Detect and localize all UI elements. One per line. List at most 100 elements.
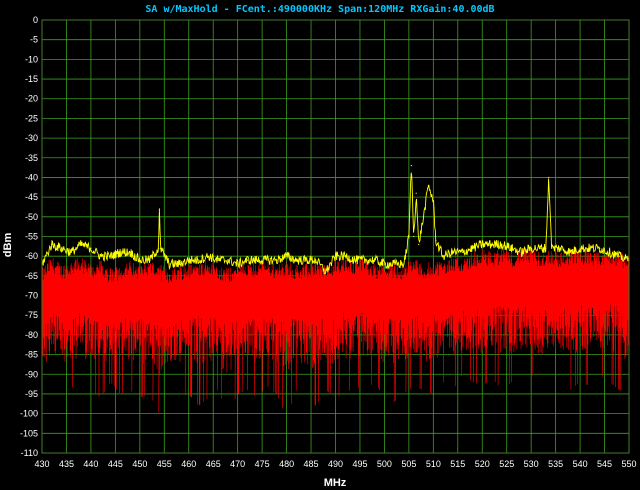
max-hold-point — [413, 235, 415, 238]
max-hold-point — [471, 247, 474, 249]
y-tick-label: -65 — [25, 271, 38, 281]
max-hold-point — [266, 259, 268, 261]
y-tick-label: -40 — [25, 172, 38, 182]
max-hold-point — [374, 259, 376, 261]
max-hold-point — [442, 255, 444, 257]
x-tick-label: 510 — [426, 459, 441, 469]
y-tick-label: 0 — [33, 15, 38, 25]
max-hold-point — [511, 247, 513, 249]
y-tick-label: -85 — [25, 350, 38, 360]
x-tick-label: 440 — [83, 459, 98, 469]
chart-title: SA w/MaxHold - FCent.:490000KHz Span:120… — [145, 3, 494, 15]
max-hold-point — [393, 263, 395, 265]
max-hold-point — [197, 259, 200, 261]
x-tick-label: 545 — [597, 459, 612, 469]
max-hold-point — [520, 251, 522, 253]
max-hold-point — [481, 243, 483, 245]
max-hold-point — [51, 243, 53, 245]
max-hold-point — [246, 259, 249, 261]
x-tick-label: 540 — [573, 459, 588, 469]
max-hold-point — [207, 255, 209, 257]
max-hold-point — [159, 247, 161, 249]
max-hold-point — [551, 247, 553, 249]
max-hold-point — [217, 259, 219, 261]
max-hold-point — [435, 239, 437, 242]
max-hold-point — [452, 251, 454, 253]
max-hold-point — [432, 200, 434, 202]
y-tick-label: -80 — [25, 330, 38, 340]
x-tick-label: 455 — [157, 459, 172, 469]
max-hold-point — [408, 235, 410, 238]
max-hold-point — [548, 176, 550, 179]
x-tick-label: 500 — [377, 459, 392, 469]
max-hold-point — [462, 251, 464, 253]
y-tick-label: -25 — [25, 113, 38, 123]
x-tick-label: 450 — [132, 459, 147, 469]
x-tick-label: 485 — [304, 459, 319, 469]
max-hold-point — [422, 216, 425, 218]
max-hold-point — [285, 255, 288, 257]
max-hold-point — [618, 255, 620, 257]
y-tick-label: -15 — [25, 74, 38, 84]
max-hold-point — [178, 263, 180, 265]
max-hold-point — [188, 259, 190, 261]
max-hold-point — [427, 184, 430, 186]
max-hold-point — [383, 263, 386, 265]
live-trace-line — [41, 248, 629, 413]
max-hold-point — [599, 247, 601, 249]
x-tick-label: 550 — [621, 459, 636, 469]
max-hold-point — [237, 263, 239, 265]
y-tick-label: -5 — [30, 35, 38, 45]
tick-labels: 430 435 440 445 450 455 460 465 470 475 480 485 490 4… — [20, 15, 637, 469]
max-hold-point — [579, 247, 581, 249]
y-tick-label: -70 — [25, 291, 38, 301]
y-tick-label: -10 — [25, 54, 38, 64]
max-hold-point — [415, 192, 417, 194]
max-hold-point — [569, 251, 571, 253]
x-tick-label: 460 — [181, 459, 196, 469]
max-hold-point — [325, 271, 327, 273]
x-tick-label: 530 — [524, 459, 539, 469]
x-tick-label: 525 — [499, 459, 514, 469]
x-tick-label: 535 — [548, 459, 563, 469]
y-tick-label: -90 — [25, 369, 38, 379]
y-tick-label: -50 — [25, 212, 38, 222]
x-tick-label: 490 — [328, 459, 343, 469]
x-tick-label: 445 — [108, 459, 123, 469]
y-axis-label: dBm — [2, 233, 14, 258]
max-hold-point — [501, 243, 503, 245]
x-tick-label: 520 — [475, 459, 490, 469]
max-hold-point — [168, 263, 170, 265]
max-hold-point — [276, 259, 278, 261]
max-hold-point — [109, 255, 112, 257]
x-tick-label: 435 — [59, 459, 74, 469]
y-tick-label: -35 — [25, 153, 38, 163]
max-hold-point — [403, 263, 405, 265]
y-tick-label: -55 — [25, 232, 38, 242]
max-hold-point — [129, 251, 131, 253]
y-tick-label: -20 — [25, 94, 38, 104]
max-hold-point — [60, 247, 63, 249]
max-hold-point — [305, 259, 307, 261]
x-tick-label: 470 — [230, 459, 245, 469]
max-hold-point — [364, 259, 366, 261]
series-layer — [41, 165, 630, 413]
y-tick-label: -60 — [25, 251, 38, 261]
max-hold-point — [90, 247, 92, 249]
max-hold-point — [354, 259, 356, 261]
max-hold-point — [227, 259, 229, 261]
max-hold-point — [100, 255, 102, 257]
y-tick-label: -100 — [20, 409, 38, 419]
y-tick-label: -110 — [21, 448, 38, 458]
max-hold-point — [149, 259, 151, 261]
max-hold-point — [410, 165, 412, 167]
y-tick-label: -75 — [25, 310, 38, 320]
plot-frame — [41, 19, 630, 454]
y-tick-label: -105 — [20, 428, 38, 438]
max-hold-point — [315, 259, 317, 261]
x-tick-label: 495 — [352, 459, 367, 469]
max-hold-point — [157, 247, 160, 249]
